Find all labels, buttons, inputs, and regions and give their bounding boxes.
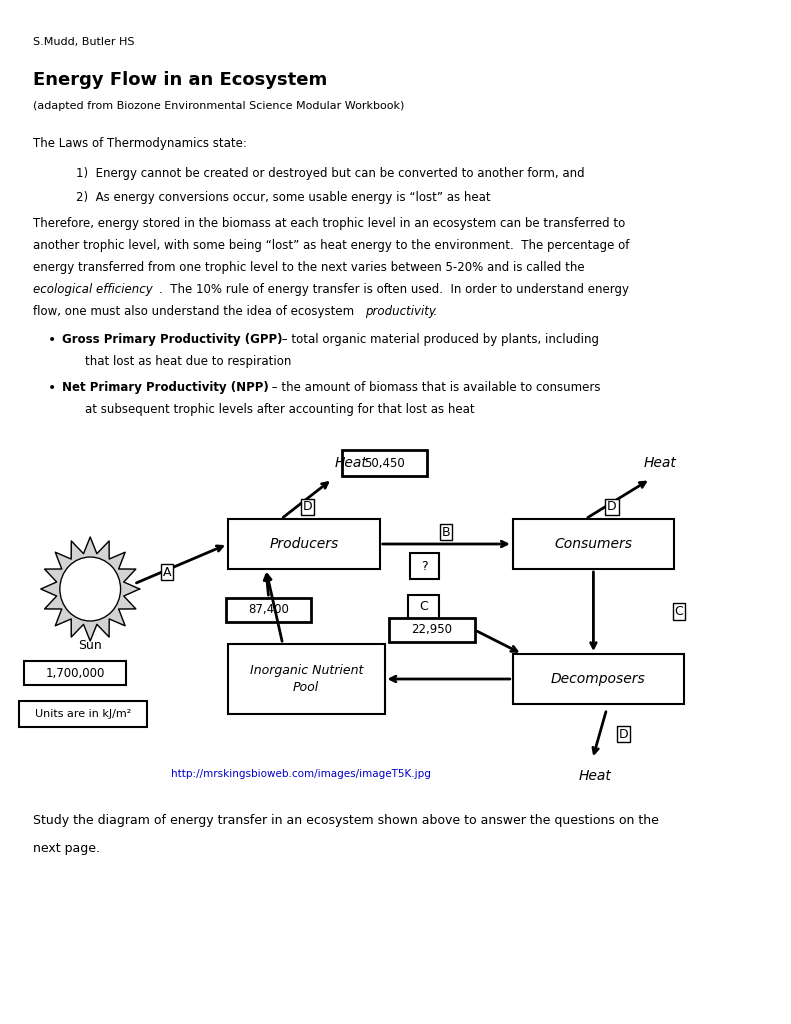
Text: D: D	[607, 501, 617, 513]
Text: Energy Flow in an Ecosystem: Energy Flow in an Ecosystem	[33, 71, 327, 89]
Text: .: .	[433, 305, 436, 318]
Text: Inorganic Nutrient
Pool: Inorganic Nutrient Pool	[249, 664, 363, 694]
Text: – the amount of biomass that is available to consumers: – the amount of biomass that is availabl…	[267, 381, 600, 394]
FancyBboxPatch shape	[342, 450, 427, 476]
Text: at subsequent trophic levels after accounting for that lost as heat: at subsequent trophic levels after accou…	[85, 403, 475, 416]
Text: 2)  As energy conversions occur, some usable energy is “lost” as heat: 2) As energy conversions occur, some usa…	[76, 191, 490, 204]
Text: that lost as heat due to respiration: that lost as heat due to respiration	[85, 355, 292, 368]
Text: 1)  Energy cannot be created or destroyed but can be converted to another form, : 1) Energy cannot be created or destroyed…	[76, 167, 585, 180]
Text: Heat: Heat	[579, 769, 611, 783]
FancyBboxPatch shape	[408, 595, 439, 618]
Text: Gross Primary Productivity (GPP): Gross Primary Productivity (GPP)	[62, 333, 282, 346]
Text: flow, one must also understand the idea of ecosystem: flow, one must also understand the idea …	[33, 305, 358, 318]
Text: The Laws of Thermodynamics state:: The Laws of Thermodynamics state:	[33, 137, 247, 150]
Text: Sun: Sun	[78, 639, 102, 652]
Text: energy transferred from one trophic level to the next varies between 5-20% and i: energy transferred from one trophic leve…	[33, 261, 585, 274]
FancyBboxPatch shape	[389, 618, 475, 642]
Text: ?: ?	[421, 559, 428, 572]
Text: D: D	[303, 501, 312, 513]
FancyBboxPatch shape	[411, 553, 439, 579]
Text: Net Primary Productivity (NPP): Net Primary Productivity (NPP)	[62, 381, 268, 394]
FancyBboxPatch shape	[24, 662, 127, 685]
Text: .  The 10% rule of energy transfer is often used.  In order to understand energy: . The 10% rule of energy transfer is oft…	[158, 283, 629, 296]
Text: Producers: Producers	[269, 537, 339, 551]
Text: Decomposers: Decomposers	[551, 672, 645, 686]
Text: Heat: Heat	[643, 456, 676, 470]
Text: 87,400: 87,400	[248, 603, 290, 616]
Text: Consumers: Consumers	[554, 537, 633, 551]
Text: Units are in kJ/m²: Units are in kJ/m²	[35, 709, 131, 719]
Text: •: •	[47, 381, 55, 395]
Text: (adapted from Biozone Environmental Science Modular Workbook): (adapted from Biozone Environmental Scie…	[33, 101, 405, 111]
Text: Study the diagram of energy transfer in an ecosystem shown above to answer the q: Study the diagram of energy transfer in …	[33, 814, 659, 827]
Text: http://mrskingsbioweb.com/images/imageT5K.jpg: http://mrskingsbioweb.com/images/imageT5…	[171, 769, 431, 779]
FancyBboxPatch shape	[228, 644, 384, 714]
Text: – total organic material produced by plants, including: – total organic material produced by pla…	[278, 333, 600, 346]
Text: A: A	[163, 565, 172, 579]
Text: D: D	[619, 727, 629, 740]
Text: 50,450: 50,450	[364, 457, 405, 469]
FancyBboxPatch shape	[226, 598, 312, 622]
Text: Therefore, energy stored in the biomass at each trophic level in an ecosystem ca: Therefore, energy stored in the biomass …	[33, 217, 626, 230]
FancyBboxPatch shape	[19, 701, 147, 727]
Text: 1,700,000: 1,700,000	[45, 667, 104, 680]
Text: C: C	[675, 605, 683, 618]
Text: productivity: productivity	[365, 305, 436, 318]
Text: B: B	[442, 525, 451, 539]
Text: C: C	[419, 600, 428, 613]
Text: Heat: Heat	[335, 456, 368, 470]
FancyBboxPatch shape	[513, 519, 674, 569]
Text: another trophic level, with some being “lost” as heat energy to the environment.: another trophic level, with some being “…	[33, 239, 630, 252]
FancyBboxPatch shape	[513, 654, 683, 705]
Text: S.Mudd, Butler HS: S.Mudd, Butler HS	[33, 37, 134, 47]
Text: ecological efficiency: ecological efficiency	[33, 283, 153, 296]
Circle shape	[60, 557, 120, 621]
Text: 22,950: 22,950	[411, 624, 452, 637]
Polygon shape	[41, 537, 139, 641]
Text: •: •	[47, 333, 55, 347]
FancyBboxPatch shape	[228, 519, 380, 569]
Text: next page.: next page.	[33, 842, 100, 855]
